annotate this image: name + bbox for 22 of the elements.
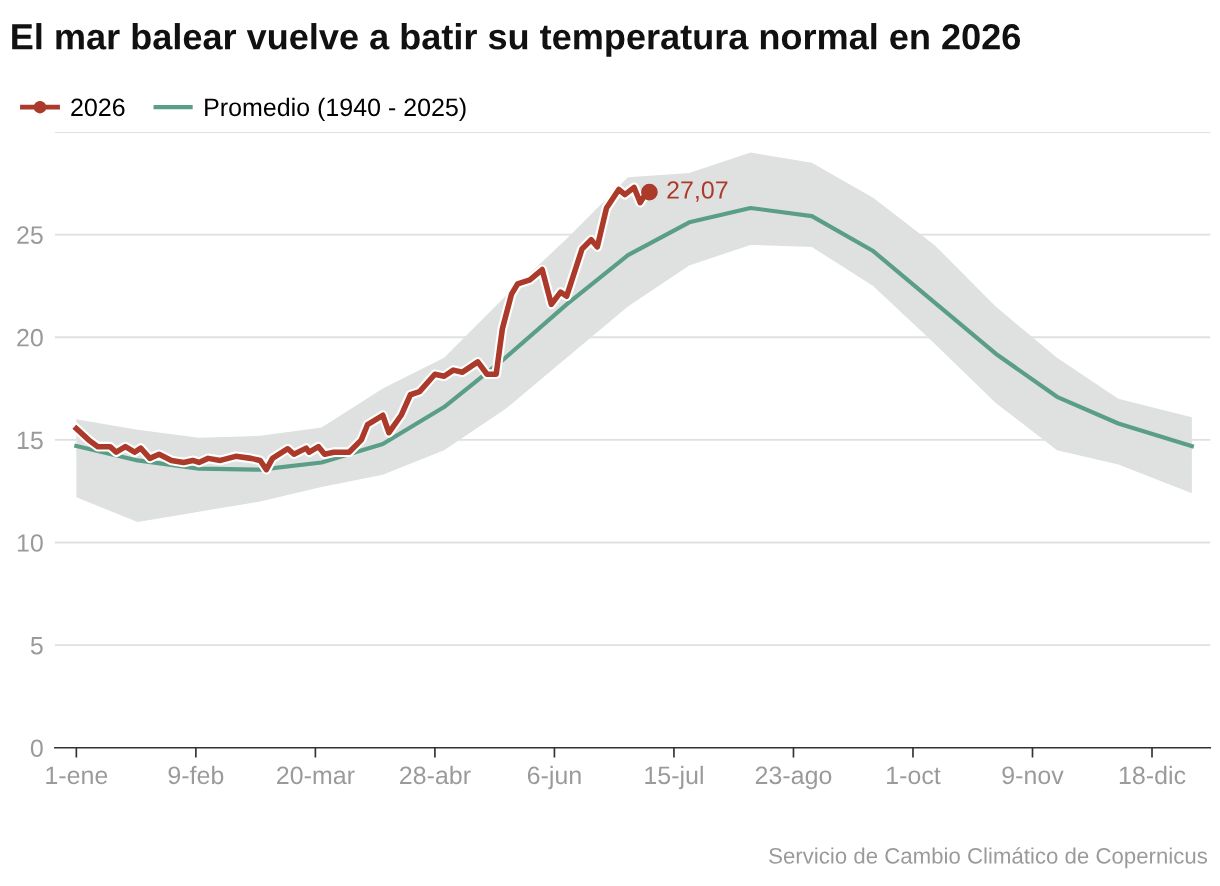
x-tick-label: 1-oct	[887, 766, 941, 785]
x-tick-label: 6-jun	[527, 765, 581, 790]
x-tick-label: 28-abr	[400, 765, 471, 785]
y-tick-label: 15	[17, 431, 43, 450]
text: Servicio de Cambio Climático de Copernicus	[769, 847, 1208, 869]
x-tick-label: 20-mar	[277, 766, 355, 785]
annotation: 27,07	[667, 181, 728, 202]
chart-title: El mar balear vuelve a batir su temperatura normal en 2026	[12, 23, 1021, 57]
y-tick-label: 25	[17, 226, 43, 244]
y-tick-label: 0	[30, 739, 43, 758]
x-tick-label: 9-feb	[168, 765, 224, 785]
legend-label: Promedio (1940 - 2025)	[205, 97, 466, 122]
x-tick-label: 1-ene	[46, 766, 108, 785]
y-tick-label: 10	[17, 534, 43, 552]
x-tick-label: 9-nov	[1002, 766, 1064, 785]
y-tick-label: 20	[17, 328, 43, 347]
x-tick-label: 23-ago	[755, 766, 832, 790]
line-series	[74, 205, 1194, 472]
y-tick-label: 5	[30, 637, 43, 655]
x-tick-label: 18-dic	[1119, 765, 1186, 785]
x-tick-label: 15-jul	[645, 765, 703, 790]
legend-label: 2026	[71, 98, 125, 117]
